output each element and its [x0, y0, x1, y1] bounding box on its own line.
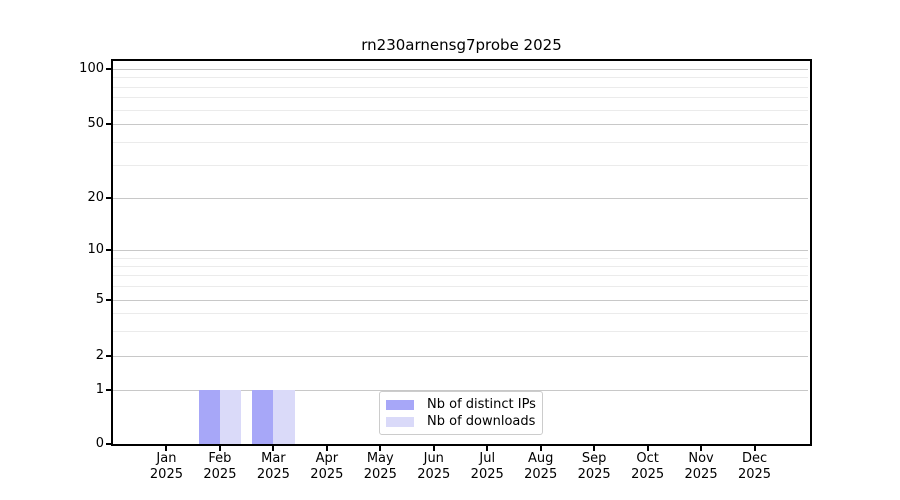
- y-tick-2: [106, 354, 111, 357]
- x-tick-apr: [325, 446, 328, 451]
- gridline-minor-90: [113, 77, 808, 79]
- gridline-major-10: [113, 250, 808, 251]
- x-tick-year-jun: 2025: [417, 467, 451, 482]
- gridline-major-5: [113, 299, 808, 301]
- x-tick-label-jun: Jun 2025: [402, 451, 466, 483]
- gridline-major-100: [113, 69, 808, 70]
- y-tick-label-0: 0: [95, 436, 104, 451]
- y-tick-label-2: 2: [95, 347, 104, 363]
- x-tick-label-apr: Apr 2025: [295, 451, 359, 483]
- y-tick-10: [106, 249, 111, 251]
- legend: Nb of distinct IPs Nb of downloads: [379, 391, 543, 435]
- y-tick-label-1: 1: [95, 382, 104, 397]
- x-tick-year-apr: 2025: [310, 467, 344, 482]
- gridline-major-50: [113, 124, 808, 125]
- x-tick-label-nov: Nov 2025: [669, 451, 733, 483]
- legend-item-downloads: Nb of downloads: [386, 413, 536, 430]
- x-tick-may: [379, 446, 382, 451]
- x-tick-label-mar: Mar 2025: [241, 451, 305, 483]
- x-tick-mar: [272, 446, 275, 451]
- x-tick-year-aug: 2025: [524, 467, 558, 482]
- legend-swatch-distinct-ips: [386, 399, 414, 410]
- y-tick-100: [106, 68, 111, 70]
- y-tick-5: [106, 298, 111, 301]
- y-tick-1: [106, 389, 111, 391]
- bar-downloads-mar: [273, 390, 295, 444]
- y-tick-label-5: 5: [95, 291, 104, 307]
- gridline-minor-7: [113, 275, 808, 277]
- x-tick-oct: [646, 446, 649, 451]
- x-tick-year-sep: 2025: [577, 467, 611, 482]
- y-tick-label-10: 10: [87, 242, 104, 257]
- bars-layer: [113, 61, 808, 444]
- y-tick-0: [106, 443, 111, 445]
- legend-swatch-downloads: [386, 416, 414, 427]
- gridline-major-2: [113, 355, 808, 357]
- gridline-minor-8: [113, 265, 808, 267]
- x-tick-aug: [539, 446, 542, 451]
- x-tick-feb: [218, 446, 221, 451]
- x-tick-year-mar: 2025: [256, 467, 290, 482]
- x-tick-label-aug: Aug 2025: [509, 451, 573, 483]
- x-tick-label-may: May 2025: [348, 451, 412, 483]
- x-tick-label-dec: Dec 2025: [723, 451, 787, 483]
- x-tick-jul: [486, 446, 489, 451]
- x-tick-label-jan: Jan 2025: [134, 451, 198, 483]
- x-tick-year-feb: 2025: [203, 467, 237, 482]
- x-tick-jun: [432, 446, 435, 451]
- bar-distinct-ips-feb: [198, 390, 220, 444]
- legend-item-distinct-ips: Nb of distinct IPs: [386, 396, 536, 413]
- chart-title: rn230arnensg7probe 2025: [361, 36, 562, 54]
- gridline-minor-30: [113, 165, 808, 167]
- x-tick-jan: [165, 446, 168, 451]
- bar-distinct-ips-mar: [252, 390, 274, 444]
- gridline-minor-6: [113, 286, 808, 288]
- x-tick-label-jul: Jul 2025: [455, 451, 519, 483]
- legend-label-downloads: Nb of downloads: [427, 414, 536, 429]
- gridline-minor-40: [113, 142, 808, 144]
- gridline-major-1: [113, 390, 808, 391]
- gridline-minor-4: [113, 313, 808, 315]
- x-tick-year-jul: 2025: [470, 467, 504, 482]
- gridline-minor-3: [113, 330, 808, 332]
- x-tick-sep: [593, 446, 596, 451]
- x-tick-year-jan: 2025: [149, 467, 183, 482]
- gridline-major-20: [113, 198, 808, 199]
- x-tick-label-oct: Oct 2025: [616, 451, 680, 483]
- x-tick-year-dec: 2025: [737, 467, 772, 482]
- x-tick-label-sep: Sep 2025: [562, 451, 626, 483]
- x-tick-year-nov: 2025: [684, 467, 718, 482]
- x-tick-year-oct: 2025: [631, 467, 665, 482]
- y-tick-20: [106, 197, 111, 199]
- y-tick-label-20: 20: [87, 190, 104, 205]
- gridline-minor-60: [113, 109, 808, 111]
- x-tick-dec: [753, 446, 756, 451]
- gridline-minor-80: [113, 86, 808, 88]
- gridline-minor-70: [113, 97, 808, 99]
- x-tick-year-may: 2025: [363, 467, 397, 482]
- bar-downloads-feb: [219, 390, 242, 444]
- grid-layer: [113, 61, 808, 444]
- y-tick-50: [106, 123, 111, 125]
- x-tick-label-feb: Feb 2025: [188, 451, 252, 483]
- legend-label-distinct-ips: Nb of distinct IPs: [427, 397, 536, 412]
- gridline-minor-9: [113, 257, 808, 259]
- y-tick-label-50: 50: [87, 116, 104, 131]
- y-tick-label-100: 100: [79, 61, 104, 76]
- x-tick-nov: [700, 446, 703, 451]
